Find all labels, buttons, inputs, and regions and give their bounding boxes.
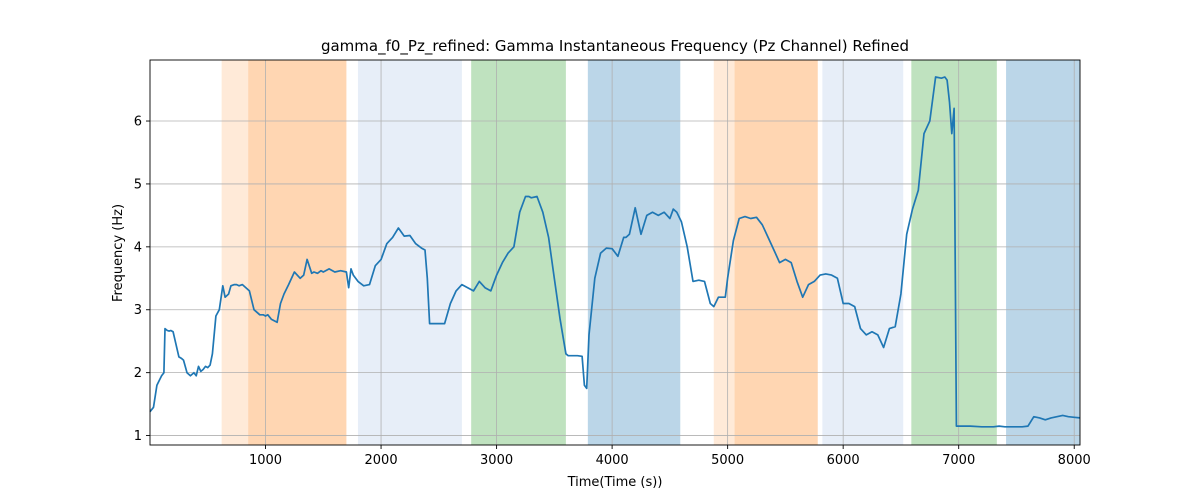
x-tick-label: 4000 <box>596 453 629 468</box>
x-tick-label: 6000 <box>827 453 860 468</box>
x-tick-label: 1000 <box>249 453 282 468</box>
highlight-band-1 <box>221 60 249 445</box>
plot-frame <box>149 59 1081 446</box>
x-axis-label: Time(Time (s)) <box>567 475 663 490</box>
y-axis: 1 2 3 4 5 6 <box>134 115 150 444</box>
x-tick-label: 2000 <box>365 453 398 468</box>
highlight-band-2 <box>248 60 347 445</box>
highlight-band-3 <box>357 60 462 445</box>
x-tick-label: 5000 <box>711 453 744 468</box>
highlight-band-7 <box>734 60 818 445</box>
highlight-band-8 <box>822 60 904 445</box>
y-tick-label: 5 <box>134 177 142 192</box>
series-line <box>149 76 1081 428</box>
y-tick-label: 2 <box>134 366 142 381</box>
y-tick-label: 4 <box>134 240 142 255</box>
y-tick-label: 3 <box>134 303 142 318</box>
x-tick-label: 8000 <box>1058 453 1091 468</box>
highlight-band-10 <box>1006 60 1080 445</box>
highlight-band-5 <box>587 60 681 445</box>
chart-title: gamma_f0_Pz_refined: Gamma Instantaneous… <box>321 37 909 56</box>
y-axis-label: Frequency (Hz) <box>111 204 126 302</box>
highlight-bands <box>221 60 1080 445</box>
y-tick-label: 6 <box>134 115 142 130</box>
x-tick-label: 3000 <box>480 453 513 468</box>
x-tick-label: 7000 <box>942 453 975 468</box>
y-tick-label: 1 <box>134 429 142 444</box>
grid-lines <box>150 60 1080 445</box>
x-axis: 1000 2000 3000 4000 5000 6000 7000 8000 <box>249 445 1091 468</box>
highlight-band-4 <box>471 60 566 445</box>
highlight-band-6 <box>713 60 735 445</box>
